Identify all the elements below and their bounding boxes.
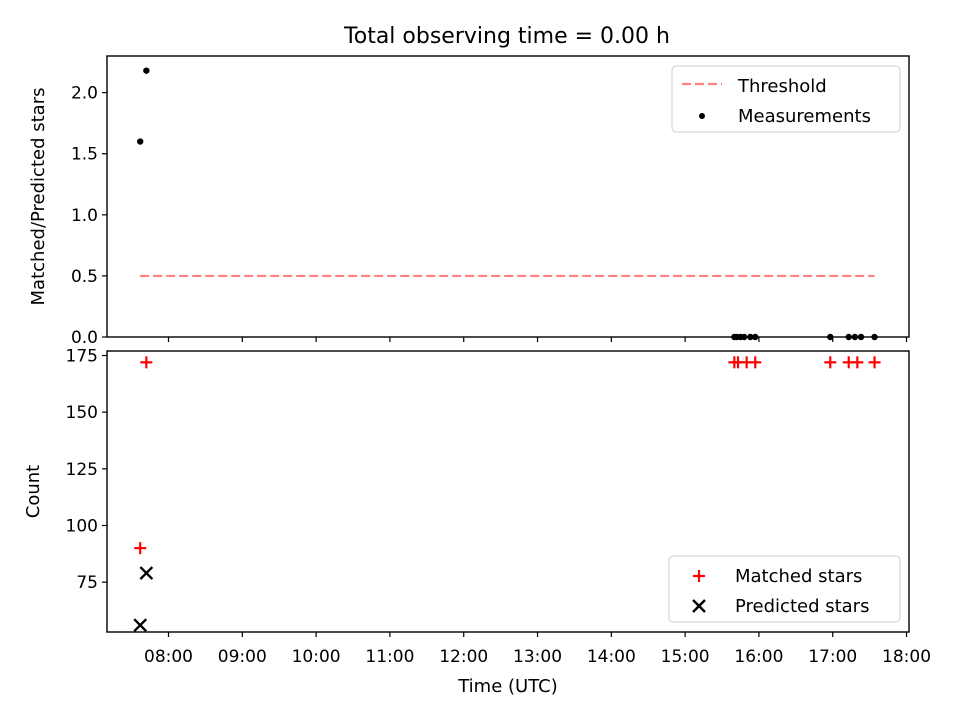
x-axis-label: Time (UTC) xyxy=(457,676,558,697)
legend-label: Matched stars xyxy=(735,566,862,587)
x-tick-label: 17:00 xyxy=(808,647,857,667)
x-tick-label: 10:00 xyxy=(292,647,341,667)
matched-star-point xyxy=(140,356,153,369)
legend-label: Measurements xyxy=(738,106,871,127)
y-tick-label: 75 xyxy=(76,573,98,593)
legend-frame xyxy=(668,555,901,623)
y-tick-label: 0.0 xyxy=(71,328,98,348)
x-tick-label: 16:00 xyxy=(734,647,783,667)
bottom-axes: 75 100 125 150 175 08:00 09:00 10:00 11:00 12:00 1… xyxy=(23,347,931,697)
y-tick-label: 150 xyxy=(66,403,98,423)
y-tick-label: 175 xyxy=(66,347,98,367)
legend: Matched stars Predicted stars xyxy=(668,555,901,623)
x-tick-label: 12:00 xyxy=(439,647,488,667)
legend-label: Predicted stars xyxy=(735,596,869,617)
x-tick-label: 11:00 xyxy=(365,647,414,667)
matched-star-point xyxy=(749,356,762,369)
y-tick-label: 0.5 xyxy=(71,267,98,287)
y-axis-label: Count xyxy=(23,465,44,518)
x-tick-label: 18:00 xyxy=(882,647,931,667)
matched-star-point xyxy=(824,356,837,369)
x-tick-label: 15:00 xyxy=(661,647,710,667)
axes-frame xyxy=(106,55,910,338)
y-tick-label: 1.5 xyxy=(71,145,98,165)
legend-label: Threshold xyxy=(737,76,827,97)
x-tick-label: 08:00 xyxy=(144,647,193,667)
predicted-star-point xyxy=(133,618,148,633)
figure-title: Total observing time = 0.00 h xyxy=(343,24,670,49)
x-tick-label: 13:00 xyxy=(513,647,562,667)
legend-predicted-swatch xyxy=(692,599,706,613)
measurement-point xyxy=(137,138,144,145)
y-tick-label: 1.0 xyxy=(71,206,98,226)
predicted-star-point xyxy=(139,566,154,580)
axes-frame xyxy=(106,350,910,633)
legend-frame xyxy=(671,65,901,133)
y-axis-label: Matched/Predicted stars xyxy=(28,88,49,306)
top-axes: 0.0 0.5 1.0 1.5 2.0 Matched/Predicted stars Th… xyxy=(28,55,910,348)
matched-star-point xyxy=(134,542,147,555)
legend-measurement-swatch xyxy=(699,113,705,119)
matched-star-point xyxy=(868,356,881,369)
legend-matched-swatch xyxy=(693,570,705,582)
x-tick-label: 09:00 xyxy=(218,647,267,667)
measurement-point xyxy=(143,67,150,74)
legend: Threshold Measurements xyxy=(671,65,901,133)
matched-star-point xyxy=(851,356,864,369)
y-tick-label: 125 xyxy=(66,460,98,480)
x-tick-label: 14:00 xyxy=(587,647,636,667)
y-tick-label: 2.0 xyxy=(71,84,98,104)
y-tick-label: 100 xyxy=(66,516,98,536)
